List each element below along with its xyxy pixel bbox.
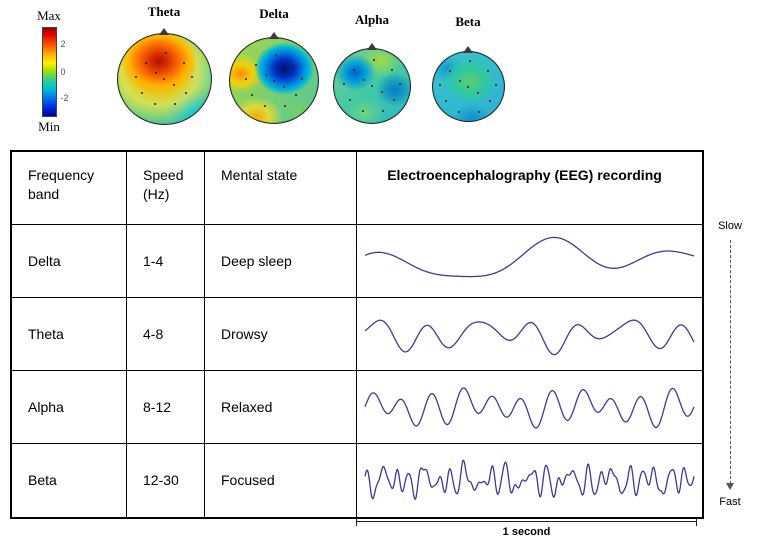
nose-icon xyxy=(463,46,473,53)
cell-state-alpha: Relaxed xyxy=(205,371,357,444)
topomap-theta-label: Theta xyxy=(147,4,181,19)
cell-waveform-delta xyxy=(357,225,702,298)
colorbar-tick: -2 xyxy=(60,93,69,103)
left-ear-icon xyxy=(329,77,339,95)
delta-waveform xyxy=(364,236,695,278)
speed-scale: Slow Fast xyxy=(702,220,758,508)
theta-waveform xyxy=(364,319,695,356)
cell-state-theta: Drowsy xyxy=(205,298,357,371)
nose-icon xyxy=(269,32,279,39)
right-ear-icon xyxy=(205,70,216,88)
fast-label: Fast xyxy=(719,496,741,508)
colorbar: Max 2 0 -2 Min xyxy=(26,8,72,135)
header-frequency-band: Frequency band xyxy=(12,152,127,225)
cell-speed-beta: 12-30 xyxy=(127,444,205,517)
cell-band-theta: Theta xyxy=(12,298,127,371)
topomap-delta-label: Delta xyxy=(259,6,289,21)
cell-band-beta: Beta xyxy=(12,444,127,517)
cell-speed-theta: 4-8 xyxy=(127,298,205,371)
topomap-theta: Theta xyxy=(112,4,216,125)
left-ear-icon xyxy=(112,70,123,88)
topomap-beta-map xyxy=(427,46,509,122)
cell-waveform-theta xyxy=(357,298,702,371)
topomap-delta: Delta xyxy=(225,6,323,124)
right-ear-icon xyxy=(405,77,415,95)
slow-label: Slow xyxy=(718,220,742,232)
speed-scale-dashed-line xyxy=(730,240,731,484)
topomap-alpha-label: Alpha xyxy=(355,12,389,27)
right-ear-icon xyxy=(498,77,509,96)
colorbar-bar-wrap: 2 0 -2 xyxy=(41,27,69,117)
nose-icon xyxy=(159,28,169,35)
cell-state-delta: Deep sleep xyxy=(205,225,357,298)
cell-band-delta: Delta xyxy=(12,225,127,298)
colorbar-min-label: Min xyxy=(38,119,60,134)
header-speed-hz: Speed (Hz) xyxy=(127,152,205,225)
header-mental-state: Mental state xyxy=(205,152,357,225)
topomap-beta-label: Beta xyxy=(455,14,481,29)
topomap-alpha-map xyxy=(329,43,415,124)
electrode-dots xyxy=(273,79,275,82)
timescale-line xyxy=(356,518,697,526)
right-ear-icon xyxy=(313,71,323,90)
colorbar-gradient xyxy=(41,27,57,117)
alpha-waveform xyxy=(364,387,695,429)
colorbar-max-label: Max xyxy=(37,8,61,23)
left-ear-icon xyxy=(225,71,235,90)
eeg-table: Frequency band Speed (Hz) Mental state E… xyxy=(10,150,704,519)
topomap-alpha: Alpha xyxy=(329,12,415,124)
nose-icon xyxy=(367,43,377,50)
electrode-dots xyxy=(467,85,469,88)
electrode-dots xyxy=(371,85,373,87)
left-ear-icon xyxy=(427,77,438,96)
header-eeg-recording: Electroencephalography (EEG) recording xyxy=(357,152,702,225)
beta-waveform xyxy=(364,459,695,500)
topomap-delta-map xyxy=(225,32,323,124)
colorbar-tick: 0 xyxy=(60,67,66,77)
arrow-down-icon xyxy=(726,483,734,490)
cell-speed-alpha: 8-12 xyxy=(127,371,205,444)
topomap-beta: Beta xyxy=(427,14,509,122)
timescale-label: 1 second xyxy=(502,526,551,538)
electrode-dots xyxy=(163,78,165,80)
cell-state-beta: Focused xyxy=(205,444,357,517)
cell-speed-delta: 1-4 xyxy=(127,225,205,298)
cell-waveform-beta xyxy=(357,444,702,517)
topomap-theta-map xyxy=(112,28,216,125)
colorbar-tick: 2 xyxy=(60,39,66,49)
cell-band-alpha: Alpha xyxy=(12,371,127,444)
cell-waveform-alpha xyxy=(357,371,702,444)
timescale: 1 second xyxy=(356,518,697,538)
